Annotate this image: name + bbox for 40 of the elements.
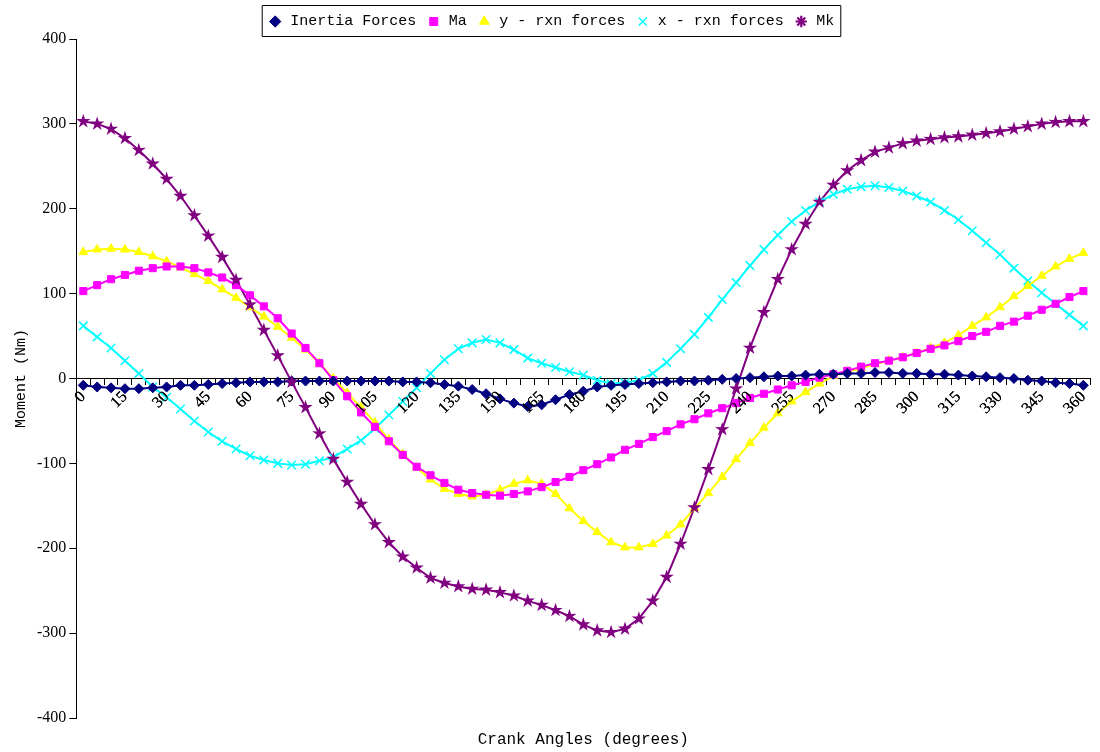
x-tick-label: 15 — [106, 387, 131, 411]
x-tick-label: 135 — [434, 387, 464, 417]
x-tick-label: 345 — [1017, 387, 1047, 417]
legend-label: y - rxn forces — [499, 13, 626, 31]
x-tick-label: 60 — [231, 387, 256, 411]
legend-label: x - rxn forces — [657, 13, 784, 31]
x-tick-label: 195 — [601, 387, 631, 417]
x-tick-label: 225 — [684, 387, 714, 417]
y-tick-label: -300 — [37, 623, 67, 641]
y-axis-title: Moment (Nm) — [12, 328, 30, 429]
y-tick-label: 100 — [42, 283, 67, 301]
x-tick-label: 285 — [851, 387, 881, 417]
x-tick-label: 120 — [392, 387, 422, 417]
x-tick-label: 240 — [726, 387, 756, 417]
legend-label: Mk — [816, 13, 835, 31]
x-tick-label: 270 — [809, 387, 839, 417]
y-tick-label: -100 — [37, 453, 67, 471]
y-tick-label: 200 — [42, 198, 67, 216]
y-tick-label: 0 — [58, 368, 67, 386]
x-tick-label: 315 — [934, 387, 964, 417]
y-tick-label: 400 — [42, 29, 67, 47]
x-tick-label: 360 — [1059, 387, 1089, 417]
x-tick-label: 255 — [767, 387, 797, 417]
x-tick-label: 105 — [351, 387, 381, 417]
y-tick-label: -200 — [37, 538, 67, 556]
legend-label: Ma — [448, 13, 467, 31]
x-tick-label: 180 — [559, 387, 589, 417]
x-tick-label: 300 — [892, 387, 922, 417]
x-tick-label: 90 — [315, 387, 339, 411]
y-tick-label: 300 — [42, 114, 67, 132]
y-tick-label: -400 — [37, 708, 67, 726]
x-tick-label: 150 — [476, 387, 506, 417]
x-tick-label: 330 — [976, 387, 1006, 417]
x-tick-label: 210 — [642, 387, 672, 417]
x-tick-label: 75 — [273, 387, 297, 411]
x-tick-label: 45 — [190, 387, 214, 411]
x-tick-label: 30 — [148, 387, 172, 411]
x-tick-label: 165 — [517, 387, 547, 417]
x-axis-title: Crank Angles (degrees) — [477, 731, 689, 750]
legend-label: Inertia Forces — [290, 13, 417, 31]
